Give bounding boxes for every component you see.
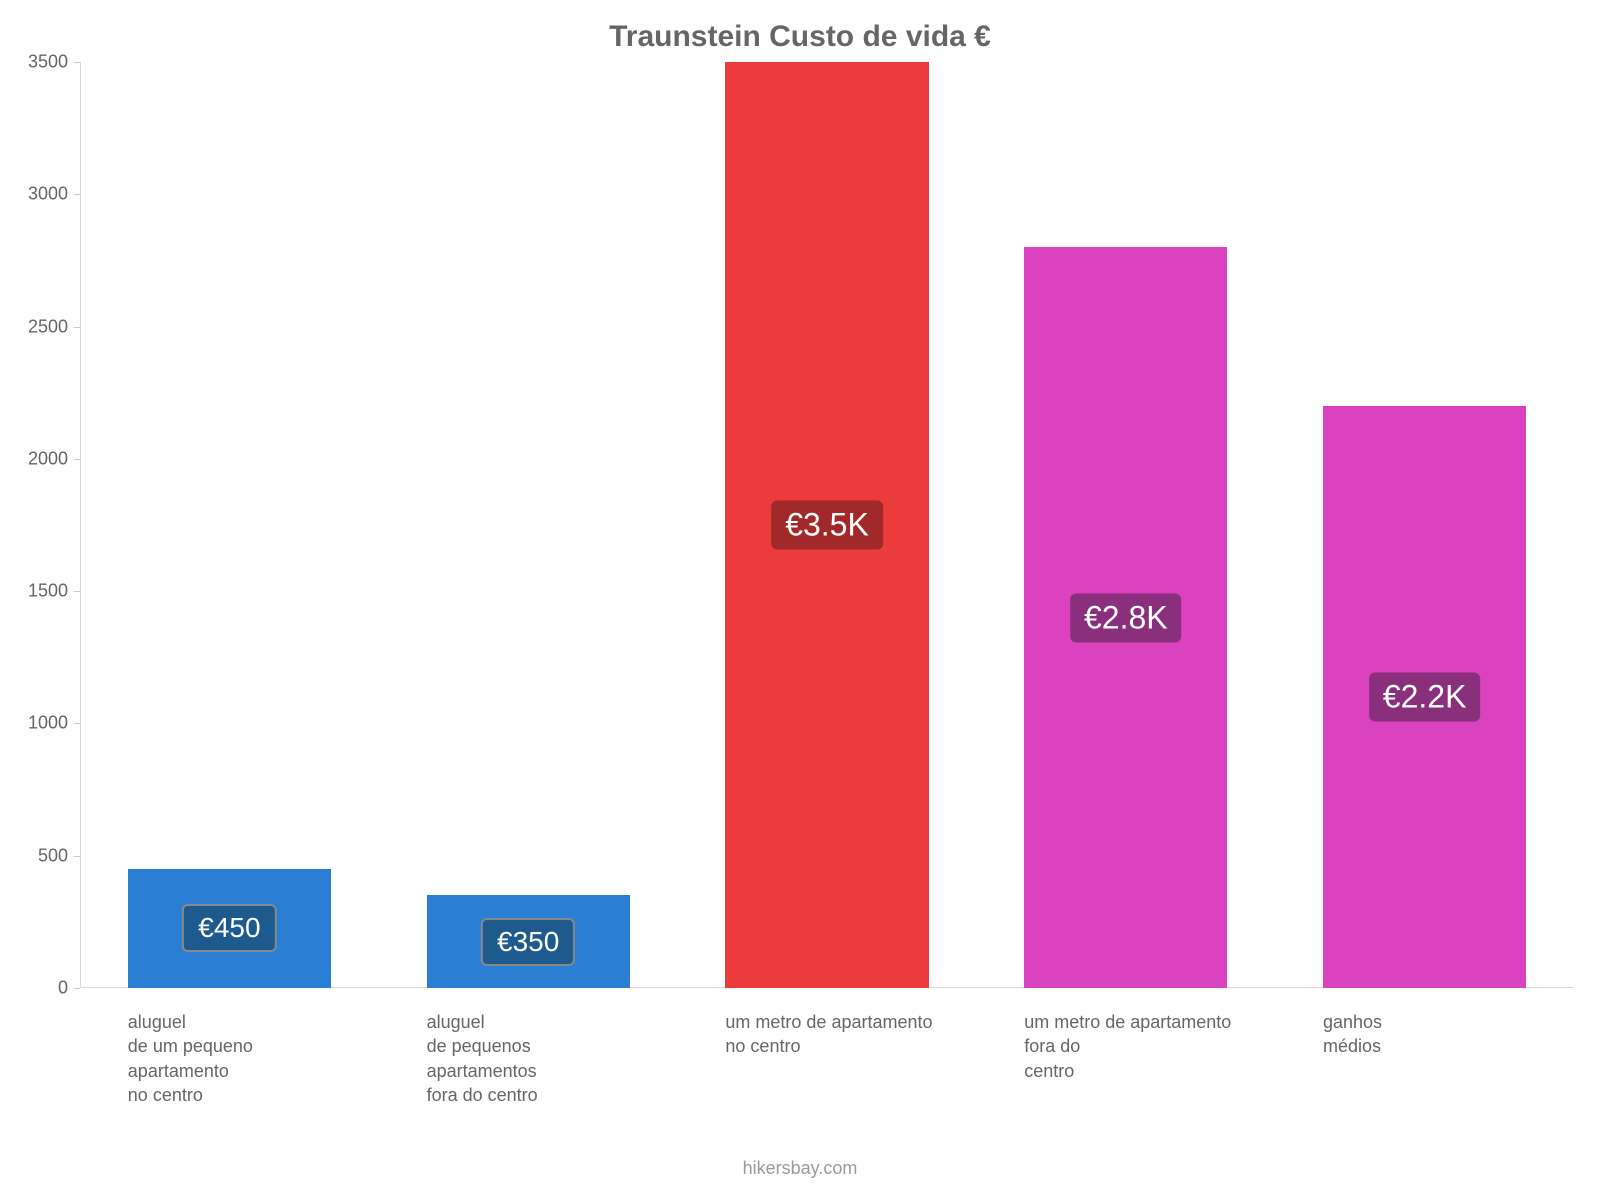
x-category-label: um metro de apartamento fora do centro [1024, 1010, 1231, 1083]
y-tick-mark [74, 194, 80, 195]
plot-area: 0500100015002000250030003500€450aluguel … [80, 62, 1574, 988]
cost-of-living-chart: Traunstein Custo de vida € 0500100015002… [0, 0, 1600, 1200]
y-tick-mark [74, 459, 80, 460]
bar-value-label: €2.8K [1070, 593, 1182, 642]
x-category-label: um metro de apartamento no centro [725, 1010, 932, 1059]
y-tick-label: 2000 [28, 448, 68, 469]
x-category-label: ganhos médios [1323, 1010, 1382, 1059]
y-tick-mark [74, 723, 80, 724]
y-axis-line [80, 62, 81, 988]
y-tick-label: 1500 [28, 581, 68, 602]
bar-value-label: €3.5K [771, 501, 883, 550]
y-tick-mark [74, 856, 80, 857]
credit-text: hikersbay.com [0, 1158, 1600, 1179]
y-tick-label: 3500 [28, 52, 68, 73]
y-tick-mark [74, 591, 80, 592]
y-tick-label: 500 [38, 845, 68, 866]
bar-value-label: €450 [182, 904, 276, 952]
bar-value-label: €350 [481, 918, 575, 966]
x-category-label: aluguel de pequenos apartamentos fora do… [427, 1010, 538, 1107]
bar-value-label: €2.2K [1369, 672, 1481, 721]
chart-title: Traunstein Custo de vida € [0, 20, 1600, 54]
y-tick-label: 0 [58, 978, 68, 999]
y-tick-label: 3000 [28, 184, 68, 205]
y-tick-label: 1000 [28, 713, 68, 734]
y-tick-mark [74, 62, 80, 63]
y-tick-mark [74, 988, 80, 989]
y-tick-mark [74, 327, 80, 328]
x-category-label: aluguel de um pequeno apartamento no cen… [128, 1010, 253, 1107]
y-tick-label: 2500 [28, 316, 68, 337]
